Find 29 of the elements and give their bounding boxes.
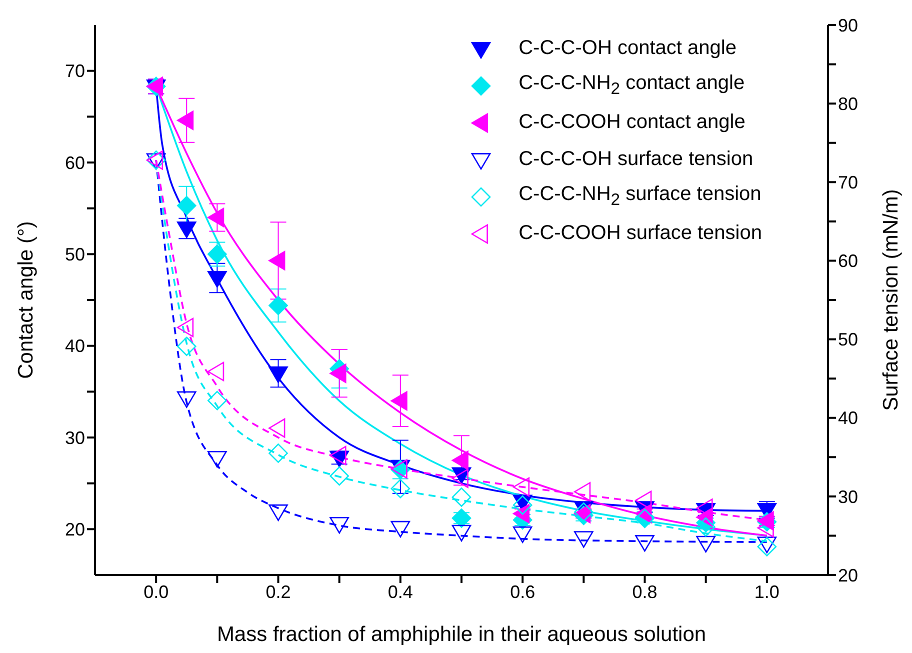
y-tick-label: 40	[64, 336, 85, 356]
y2-tick-label: 70	[838, 172, 858, 193]
y2-tick-label: 80	[838, 94, 858, 114]
y2-tick-label: 90	[838, 15, 858, 36]
legend-label: C-C-COOH contact angle	[518, 111, 746, 134]
legend-label: C-C-C-OH contact angle	[518, 37, 736, 60]
legend-label: C-C-C-NH$_{2}$ contact angle	[518, 72, 745, 99]
y2-tick-label: 50	[838, 330, 858, 350]
x-axis-title: Mass fraction of amphiphile in their aqueous solution	[216, 623, 706, 646]
legend-label: C-C-COOH surface tension	[518, 222, 762, 245]
y-axis-title: Contact angle (°)	[14, 221, 38, 379]
x-tick-label: 0.0	[144, 582, 169, 602]
y2-tick-label: 20	[838, 565, 858, 586]
y-tick-label: 70	[64, 61, 85, 82]
y2-axis-title: Surface tension (mN/m)	[879, 189, 902, 411]
y2-tick-label: 60	[838, 251, 858, 272]
legend-label: C-C-C-NH$_{2}$ surface tension	[518, 183, 762, 210]
legend-label: C-C-C-OH surface tension	[518, 148, 754, 171]
x-tick-label: 0.8	[632, 582, 658, 602]
x-tick-label: 1.0	[754, 582, 780, 602]
x-tick-label: 0.6	[510, 582, 536, 602]
y-tick-label: 60	[64, 152, 85, 173]
y2-tick-label: 30	[838, 486, 858, 507]
y-tick-label: 30	[64, 428, 85, 448]
y-tick-label: 20	[64, 520, 85, 540]
x-tick-label: 0.4	[388, 582, 413, 602]
y-tick-label: 50	[64, 244, 85, 265]
y2-tick-label: 40	[838, 408, 858, 428]
x-tick-label: 0.2	[266, 582, 291, 602]
